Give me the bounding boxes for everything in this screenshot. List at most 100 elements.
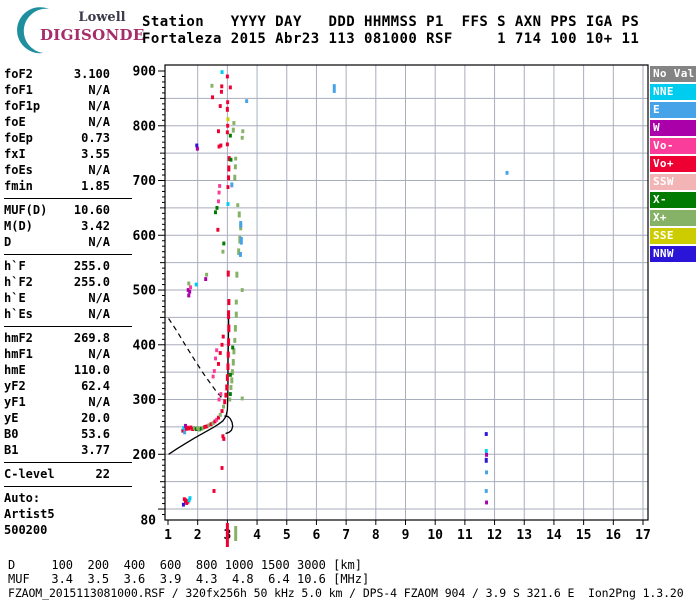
echo-point — [220, 70, 224, 75]
param-label: yF2 — [4, 379, 26, 393]
param-label: M(D) — [4, 219, 33, 233]
x-axis-label: 16 — [605, 528, 621, 543]
param-row: D N/A — [4, 234, 110, 250]
echo-point — [216, 129, 220, 134]
echo-point — [203, 424, 207, 429]
echo-point — [204, 277, 208, 281]
echo-point — [230, 369, 234, 376]
legend-item-vom: Vo- — [650, 138, 696, 154]
param-value: 110.0 — [73, 363, 110, 377]
echo-point — [233, 164, 237, 170]
param-row: yF1 N/A — [4, 394, 110, 410]
echo-point — [234, 311, 238, 318]
echo-point — [225, 142, 229, 147]
echo-point — [189, 425, 193, 430]
echo-point — [220, 466, 224, 470]
param-label: fmin — [4, 179, 33, 193]
param-row: hmF2 269.8 — [4, 330, 110, 346]
param-row: foEp 0.73 — [4, 130, 110, 146]
echo-point — [224, 392, 228, 398]
param-label: foEp — [4, 131, 33, 145]
echo-point — [229, 385, 233, 390]
legend-item-sse: SSE — [650, 228, 696, 244]
param-row: foE N/A — [4, 114, 110, 130]
echo-point — [226, 202, 230, 206]
echo-point — [187, 426, 191, 431]
param-label: yF1 — [4, 395, 26, 409]
echo-point — [218, 412, 222, 417]
echo-point — [215, 417, 219, 422]
echo-point — [232, 348, 236, 355]
param-row: C-level 22 — [4, 466, 110, 482]
echo-point — [221, 334, 225, 339]
legend-item-vop: Vo+ — [650, 156, 696, 172]
echo-point — [195, 146, 199, 151]
echo-point — [210, 83, 214, 88]
param-row: M(D) 3.42 — [4, 218, 110, 234]
echo-point — [205, 424, 209, 429]
echo-point — [221, 249, 225, 254]
param-label: foE — [4, 115, 26, 129]
echo-point — [225, 74, 229, 79]
echo-point — [223, 399, 227, 405]
x-axis-label: 12 — [487, 528, 503, 543]
param-value: 3.100 — [73, 67, 110, 81]
param-label: h`F — [4, 259, 26, 273]
echo-point — [485, 452, 489, 457]
echo-point — [238, 251, 242, 257]
logo-digisonde-text: DIGISONDE — [40, 26, 145, 44]
echo-point — [219, 392, 223, 396]
param-value: 1.85 — [81, 179, 110, 193]
param-value: 255.0 — [73, 275, 110, 289]
echo-point — [505, 170, 509, 175]
echo-point — [188, 289, 192, 294]
echo-point — [485, 500, 489, 505]
param-row: foF1 N/A — [4, 82, 110, 98]
param-divider — [4, 252, 132, 255]
echo-point — [216, 415, 220, 420]
param-value: N/A — [88, 83, 110, 97]
y-axis-label: 600 — [133, 229, 157, 244]
param-row: foEs N/A — [4, 162, 110, 178]
echo-point — [226, 363, 230, 370]
file-info-row: FZAOM_2015113081000.RSF / 320fx256h 50 k… — [8, 586, 684, 600]
echo-point — [220, 84, 224, 89]
y-axis-label: 400 — [133, 338, 157, 353]
electron-density-profile — [168, 311, 230, 455]
param-value: 3.55 — [81, 147, 110, 161]
param-row: yE 20.0 — [4, 410, 110, 426]
echo-point — [199, 426, 203, 431]
echo-point — [221, 434, 225, 439]
echo-point — [226, 270, 230, 277]
echo-point — [233, 325, 237, 332]
echo-point — [236, 203, 240, 208]
echo-point — [245, 99, 249, 104]
param-row: fxI 3.55 — [4, 146, 110, 162]
echo-point — [226, 117, 230, 122]
echo-point — [217, 190, 221, 195]
param-label: D — [4, 235, 12, 249]
legend-item-xm: X- — [650, 192, 696, 208]
echo-point — [239, 236, 243, 245]
param-label: foF2 — [4, 67, 33, 81]
echo-point — [237, 211, 241, 218]
x-axis-label: 17 — [635, 528, 651, 543]
echo-point — [234, 299, 238, 305]
echo-point-below-axis — [234, 526, 238, 541]
profile-peak-nose — [224, 415, 234, 435]
echo-point — [225, 106, 229, 112]
echo-point — [227, 338, 231, 346]
param-row: MUF(D) 10.60 — [4, 202, 110, 218]
x-axis-label: 2 — [194, 528, 202, 543]
param-label: B1 — [4, 443, 19, 457]
echo-point — [218, 351, 222, 355]
x-axis-label: 13 — [516, 528, 532, 543]
echo-point — [222, 437, 226, 441]
param-value: N/A — [88, 99, 110, 113]
param-value: 3.77 — [81, 443, 110, 457]
param-value: 3.42 — [81, 219, 110, 233]
parameter-panel: foF2 3.100 foF1 N/A foF1p N/A foE N/A foEp 0.73 fx… — [4, 66, 134, 538]
y-axis-label: 500 — [133, 284, 157, 299]
param-row: foF1p N/A — [4, 98, 110, 114]
